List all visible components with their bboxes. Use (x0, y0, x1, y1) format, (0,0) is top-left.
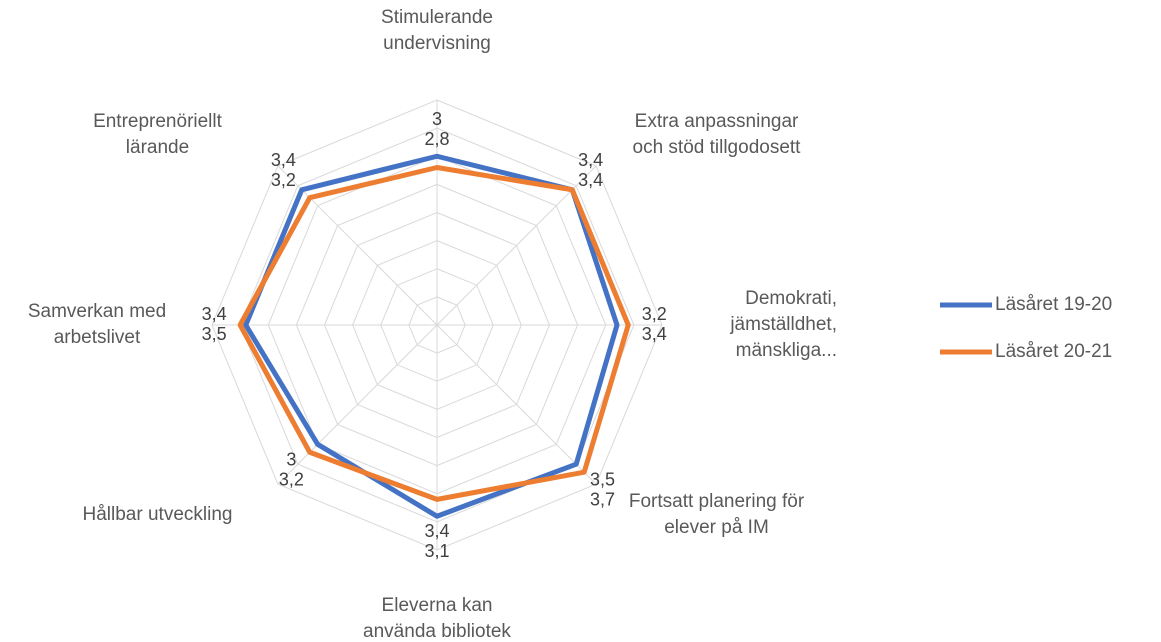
data-label: 3,4 (578, 170, 603, 190)
spoke (277, 165, 438, 326)
data-label: 3,4 (202, 304, 227, 324)
category-label: Extra anpassningar och stöd tillgodosett (632, 111, 801, 159)
data-label: 3,2 (271, 170, 296, 190)
category-label: Entreprenöriellt lärande (93, 111, 222, 159)
category-label: Eleverna kan använda bibliotek (363, 595, 511, 642)
category-label: Fortsatt planering för elever på IM (628, 490, 805, 538)
legend-label: Läsåret 19-20 (995, 294, 1112, 315)
spoke (436, 165, 597, 326)
data-label: 3 (286, 449, 296, 469)
data-label: 2,8 (424, 129, 449, 149)
spoke (436, 324, 597, 485)
category-label: Hållbar utveckling (82, 503, 233, 525)
spoke (277, 324, 438, 485)
data-label: 3,7 (590, 489, 615, 509)
category-label: Demokrati, jämställdhet, mänskliga... (730, 288, 837, 361)
data-label: 3,2 (279, 469, 304, 489)
data-label: 3,4 (271, 150, 296, 170)
data-label: 3 (432, 109, 442, 129)
category-label: Samverkan med arbetslivet (27, 301, 167, 348)
legend-label: Läsåret 20-21 (995, 341, 1112, 362)
category-label: Stimulerande undervisning (381, 7, 493, 54)
series-line (237, 165, 631, 502)
data-label: 3,5 (590, 469, 615, 489)
data-label: 3,5 (202, 324, 227, 344)
data-label: 3,4 (578, 150, 603, 170)
data-label: 3,4 (642, 324, 667, 344)
series-line (243, 153, 620, 519)
data-label: 3,2 (642, 304, 667, 324)
data-label: 3,1 (424, 541, 449, 561)
data-label: 3,4 (424, 521, 449, 541)
